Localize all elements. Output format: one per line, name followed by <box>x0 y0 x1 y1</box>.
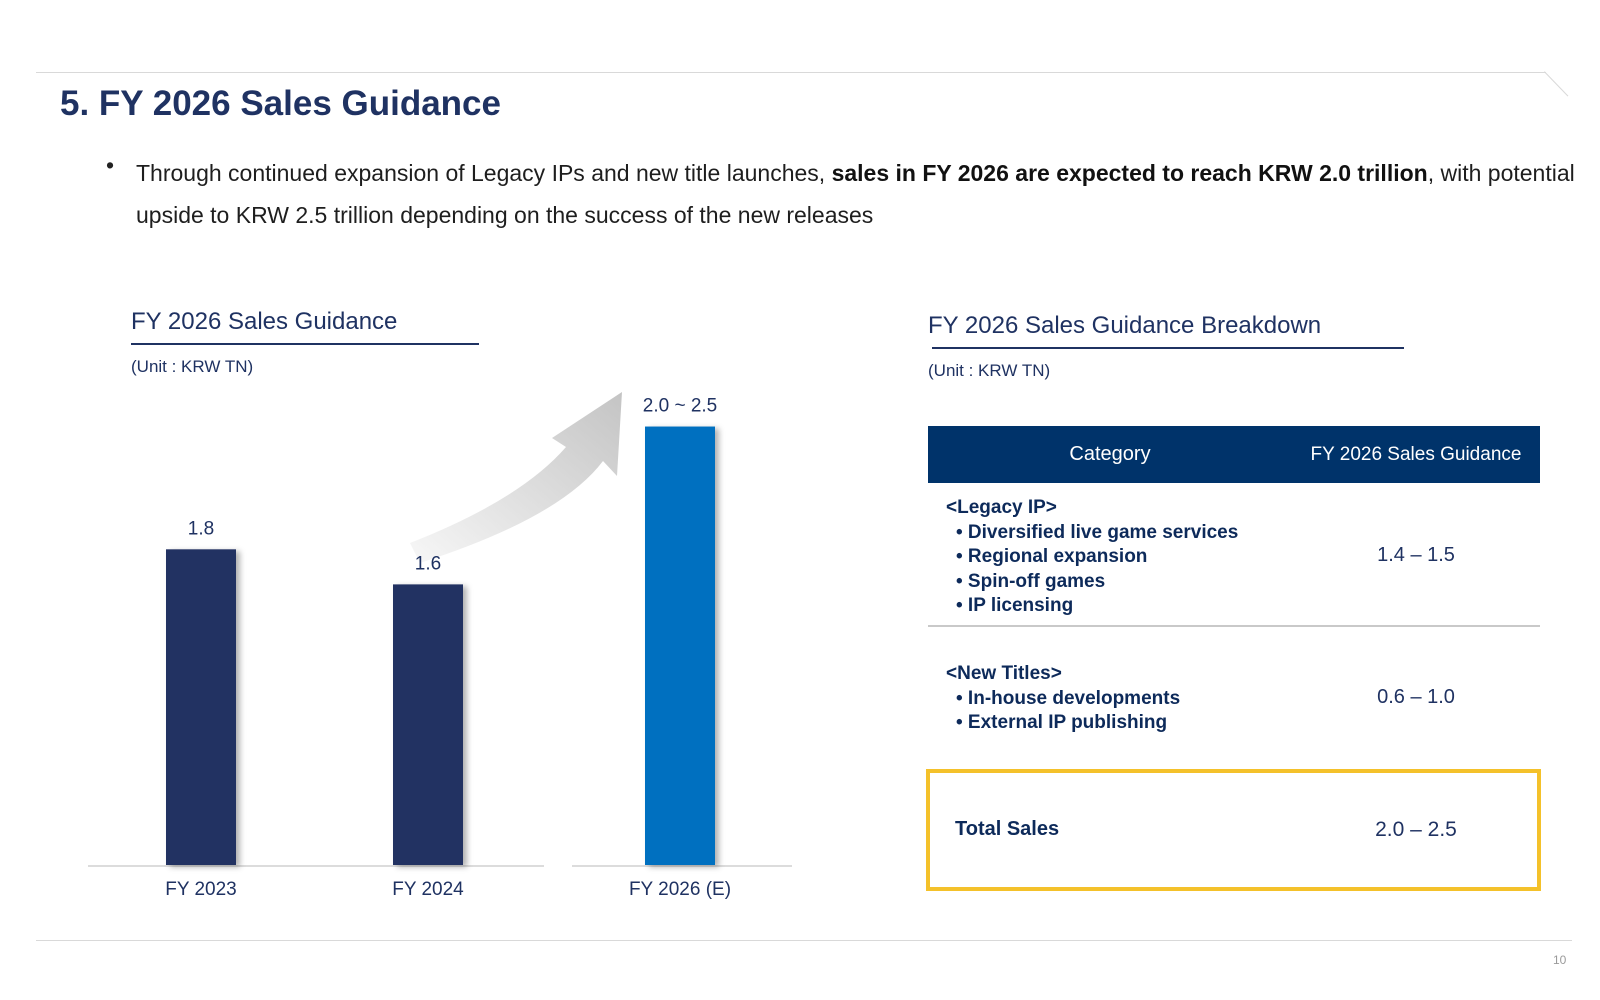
total-sales-label: Total Sales <box>955 818 1060 840</box>
intro-text-part1: Through continued expansion of Legacy IP… <box>136 160 832 186</box>
list-item: • IP licensing <box>956 595 1074 616</box>
category-label-1: FY 2024 <box>392 879 464 900</box>
data-label-0: 1.8 <box>188 518 214 539</box>
total-sales-highlight <box>926 769 1541 891</box>
bar-2 <box>645 426 715 865</box>
intro-text-bold: sales in FY 2026 are expected to reach K… <box>831 160 1428 186</box>
intro-text: Through continued expansion of Legacy IP… <box>136 152 1576 236</box>
table-unit-label: (Unit : KRW TN) <box>928 361 1051 380</box>
bar-chart: 1.8 FY 2023 1.6 FY 2024 2.0 ~ 2.5 FY 2026 (E) <box>88 392 792 900</box>
intro-text-part2: , with potential upside to KRW 2.5 trill… <box>136 160 1575 228</box>
total-sales-value: 2.0 – 2.5 <box>1375 818 1457 841</box>
header-guidance: FY 2026 Sales Guidance <box>1310 444 1522 465</box>
list-item: • Spin-off games <box>956 570 1106 592</box>
data-label-2: 2.0 ~ 2.5 <box>643 396 717 417</box>
chart-panel-underline <box>131 343 479 345</box>
bar-1 <box>393 584 463 865</box>
list-item: • External IP publishing <box>956 712 1168 733</box>
category-label-0: FY 2023 <box>165 879 236 900</box>
legacy-ip-value: 1.4 – 1.5 <box>1377 544 1455 566</box>
bar-0 <box>166 549 236 865</box>
page-title: 5. FY 2026 Sales Guidance <box>60 84 501 123</box>
list-item: • In-house developments <box>956 687 1181 709</box>
row-new-titles: <New Titles> • In-house developments • E… <box>946 662 1180 736</box>
row-legacy-ip: <Legacy IP> • Diversified live game serv… <box>946 496 1238 619</box>
data-label-1: 1.6 <box>415 553 441 574</box>
legacy-ip-title: <Legacy IP> <box>946 497 1057 518</box>
growth-arrow-icon <box>410 392 622 563</box>
list-item: • Regional expansion <box>956 546 1148 567</box>
table-panel-underline <box>932 347 1404 349</box>
new-titles-value: 0.6 – 1.0 <box>1377 686 1455 708</box>
new-titles-title: <New Titles> <box>946 663 1062 684</box>
chart-panel-title: FY 2026 Sales Guidance <box>131 308 398 335</box>
bottom-rule <box>36 940 1572 941</box>
table-header-row: Category FY 2026 Sales Guidance <box>928 426 1540 483</box>
row-separator <box>928 625 1540 627</box>
page-number: 10 <box>1553 953 1567 967</box>
chart-unit-label: (Unit : KRW TN) <box>131 357 254 376</box>
table-panel-title: FY 2026 Sales Guidance Breakdown <box>928 312 1322 339</box>
intro-bullet: • <box>106 152 115 178</box>
category-label-2: FY 2026 (E) <box>629 879 731 900</box>
corner-accent <box>1544 71 1569 97</box>
top-rule <box>36 72 1546 73</box>
header-category: Category <box>1069 443 1151 465</box>
list-item: • Diversified live game services <box>956 521 1239 543</box>
